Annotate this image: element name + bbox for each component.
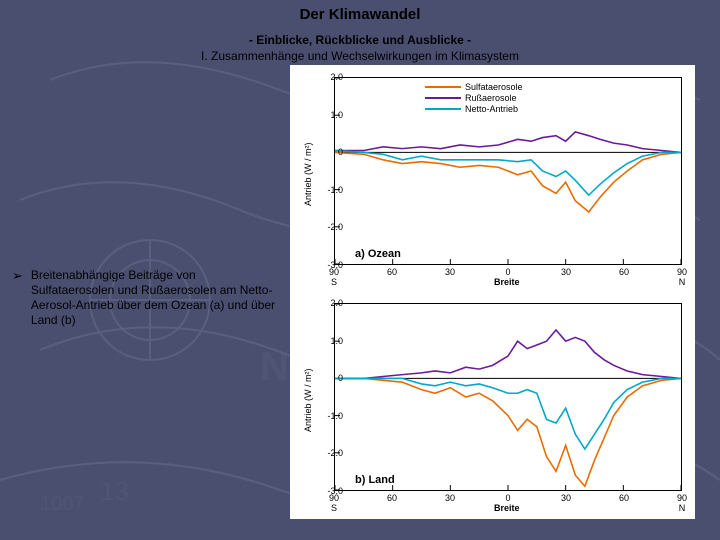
xtick-label: 60 xyxy=(382,267,402,277)
panel-label-b: b) Land xyxy=(355,474,395,486)
xtick-label: 0 xyxy=(498,267,518,277)
xtick-label: 90 xyxy=(672,267,692,277)
legend-item: Sulfataerosole xyxy=(425,81,523,92)
ytick-label: 0 xyxy=(313,147,343,157)
series-netto xyxy=(335,378,681,449)
left-column: ➢ Breitenabhängige Beiträge von Sulfatae… xyxy=(0,63,290,523)
bullet-arrow-icon: ➢ xyxy=(12,268,23,328)
series-russ xyxy=(335,330,681,378)
xtick-label: 0 xyxy=(498,493,518,503)
panel-label-a: a) Ozean xyxy=(355,248,401,260)
page-subtitle: - Einblicke, Rückblicke und Ausblicke - xyxy=(0,33,720,47)
header: Der Klimawandel - Einblicke, Rückblicke … xyxy=(0,0,720,63)
y-axis-label: Antrieb (W / m²) xyxy=(303,142,313,206)
xtick-label: 90 xyxy=(672,493,692,503)
ytick-label: 0 xyxy=(313,373,343,383)
xtick-sub-n: N xyxy=(672,503,692,513)
xtick-label: 30 xyxy=(556,493,576,503)
chart-legend: SulfataerosoleRußaerosoleNetto-Antrieb xyxy=(425,81,523,114)
legend-swatch-icon xyxy=(425,108,461,110)
xtick-sub-s: S xyxy=(324,277,344,287)
x-axis-label: Breite xyxy=(494,503,520,513)
xtick-sub-s: S xyxy=(324,503,344,513)
series-sulfat xyxy=(335,378,681,486)
legend-item: Netto-Antrieb xyxy=(425,103,523,114)
xtick-label: 30 xyxy=(440,493,460,503)
xtick-label: 30 xyxy=(440,267,460,277)
legend-label: Netto-Antrieb xyxy=(465,104,518,114)
xtick-label: 30 xyxy=(556,267,576,277)
xtick-label: 90 xyxy=(324,267,344,277)
xtick-label: 90 xyxy=(324,493,344,503)
xtick-label: 60 xyxy=(614,493,634,503)
x-axis-label: Breite xyxy=(494,277,520,287)
bullet-item: ➢ Breitenabhängige Beiträge von Sulfatae… xyxy=(12,268,280,328)
y-axis-label: Antrieb (W / m²) xyxy=(303,368,313,432)
chart-panel-b: b) Land xyxy=(334,303,682,491)
ytick-label: 1.0 xyxy=(313,336,343,346)
series-russ xyxy=(335,132,681,152)
legend-label: Rußaerosole xyxy=(465,93,517,103)
xtick-sub-n: N xyxy=(672,277,692,287)
ytick-label: 2.0 xyxy=(313,72,343,82)
bullet-text: Breitenabhängige Beiträge von Sulfataero… xyxy=(31,268,280,328)
chart-container: a) Ozean SulfataerosoleRußaerosoleNetto-A… xyxy=(290,65,695,519)
right-column: a) Ozean SulfataerosoleRußaerosoleNetto-A… xyxy=(290,63,710,523)
page-section: I. Zusammenhänge und Wechselwirkungen im… xyxy=(0,49,720,63)
legend-swatch-icon xyxy=(425,97,461,99)
chart-panel-a: a) Ozean SulfataerosoleRußaerosoleNetto-A… xyxy=(334,77,682,265)
ytick-label: 2.0 xyxy=(313,298,343,308)
ytick-label: -1.0 xyxy=(313,185,343,195)
series-netto xyxy=(335,151,681,196)
xtick-label: 60 xyxy=(614,267,634,277)
ytick-label: -2.0 xyxy=(313,222,343,232)
legend-label: Sulfataerosole xyxy=(465,82,523,92)
legend-swatch-icon xyxy=(425,86,461,88)
xtick-label: 60 xyxy=(382,493,402,503)
ytick-label: -2.0 xyxy=(313,448,343,458)
page-title: Der Klimawandel xyxy=(0,6,720,23)
ytick-label: 1.0 xyxy=(313,110,343,120)
ytick-label: -1.0 xyxy=(313,411,343,421)
legend-item: Rußaerosole xyxy=(425,92,523,103)
